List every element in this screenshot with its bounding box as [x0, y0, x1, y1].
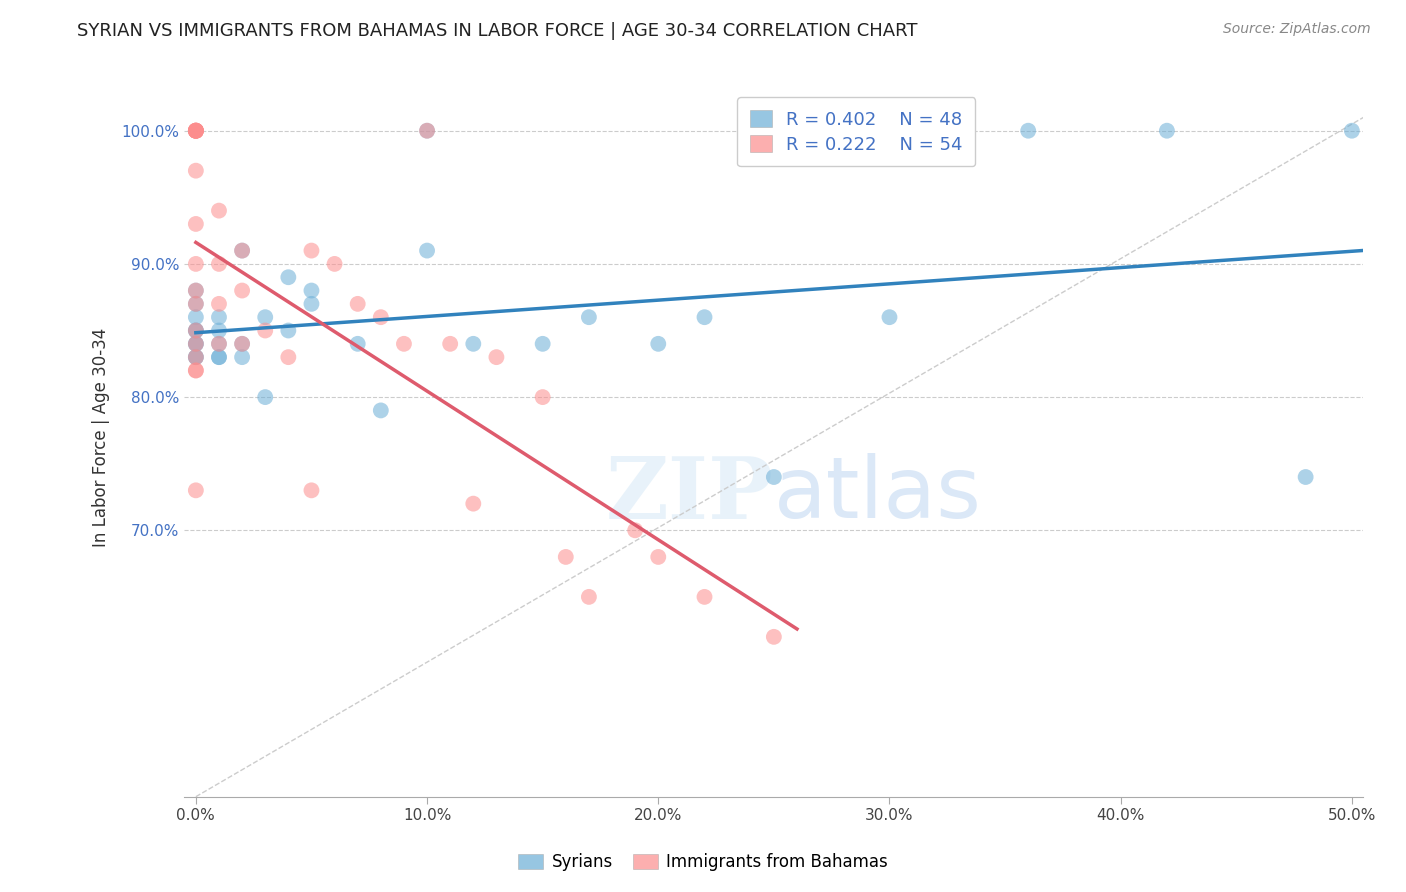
- Point: [301, 297, 323, 311]
- Point: [184, 257, 207, 271]
- Point: [277, 324, 299, 338]
- Point: [463, 497, 485, 511]
- Point: [762, 630, 785, 644]
- Point: [208, 350, 231, 364]
- Point: [184, 124, 207, 138]
- Text: ZIP: ZIP: [606, 452, 773, 537]
- Point: [208, 310, 231, 325]
- Point: [370, 310, 392, 325]
- Point: [254, 390, 277, 404]
- Point: [277, 350, 299, 364]
- Point: [184, 350, 207, 364]
- Point: [346, 297, 368, 311]
- Point: [578, 590, 600, 604]
- Point: [531, 390, 554, 404]
- Point: [346, 336, 368, 351]
- Point: [647, 549, 669, 564]
- Point: [231, 336, 253, 351]
- Point: [208, 203, 231, 218]
- Point: [184, 297, 207, 311]
- Point: [301, 284, 323, 298]
- Point: [231, 244, 253, 258]
- Point: [416, 244, 439, 258]
- Point: [254, 324, 277, 338]
- Legend: Syrians, Immigrants from Bahamas: Syrians, Immigrants from Bahamas: [510, 845, 896, 880]
- Point: [693, 590, 716, 604]
- Point: [184, 363, 207, 377]
- Y-axis label: In Labor Force | Age 30-34: In Labor Force | Age 30-34: [93, 327, 110, 547]
- Point: [1295, 470, 1317, 484]
- Point: [693, 310, 716, 325]
- Point: [184, 363, 207, 377]
- Point: [277, 270, 299, 285]
- Point: [184, 310, 207, 325]
- Text: atlas: atlas: [773, 453, 981, 536]
- Point: [554, 549, 576, 564]
- Point: [416, 124, 439, 138]
- Point: [231, 336, 253, 351]
- Point: [392, 336, 415, 351]
- Point: [624, 523, 647, 537]
- Point: [184, 336, 207, 351]
- Point: [184, 336, 207, 351]
- Point: [184, 324, 207, 338]
- Point: [184, 124, 207, 138]
- Point: [879, 310, 901, 325]
- Point: [184, 124, 207, 138]
- Point: [184, 324, 207, 338]
- Point: [231, 284, 253, 298]
- Point: [208, 257, 231, 271]
- Point: [208, 297, 231, 311]
- Point: [485, 350, 508, 364]
- Point: [578, 310, 600, 325]
- Point: [416, 124, 439, 138]
- Point: [1017, 124, 1039, 138]
- Point: [184, 350, 207, 364]
- Point: [184, 163, 207, 178]
- Legend: R = 0.402    N = 48, R = 0.222    N = 54: R = 0.402 N = 48, R = 0.222 N = 54: [738, 97, 976, 167]
- Point: [323, 257, 346, 271]
- Point: [184, 124, 207, 138]
- Point: [184, 124, 207, 138]
- Point: [184, 297, 207, 311]
- Point: [647, 336, 669, 351]
- Point: [184, 483, 207, 498]
- Point: [463, 336, 485, 351]
- Point: [301, 244, 323, 258]
- Point: [231, 244, 253, 258]
- Point: [208, 324, 231, 338]
- Point: [301, 483, 323, 498]
- Point: [184, 284, 207, 298]
- Point: [184, 336, 207, 351]
- Point: [1156, 124, 1178, 138]
- Point: [184, 324, 207, 338]
- Point: [439, 336, 461, 351]
- Text: Source: ZipAtlas.com: Source: ZipAtlas.com: [1223, 22, 1371, 37]
- Point: [762, 470, 785, 484]
- Point: [184, 124, 207, 138]
- Point: [184, 350, 207, 364]
- Point: [184, 124, 207, 138]
- Point: [184, 124, 207, 138]
- Point: [254, 310, 277, 325]
- Point: [184, 217, 207, 231]
- Point: [531, 336, 554, 351]
- Point: [208, 336, 231, 351]
- Point: [208, 350, 231, 364]
- Point: [370, 403, 392, 417]
- Point: [1341, 124, 1364, 138]
- Point: [231, 350, 253, 364]
- Text: SYRIAN VS IMMIGRANTS FROM BAHAMAS IN LABOR FORCE | AGE 30-34 CORRELATION CHART: SYRIAN VS IMMIGRANTS FROM BAHAMAS IN LAB…: [77, 22, 918, 40]
- Point: [184, 284, 207, 298]
- Point: [208, 336, 231, 351]
